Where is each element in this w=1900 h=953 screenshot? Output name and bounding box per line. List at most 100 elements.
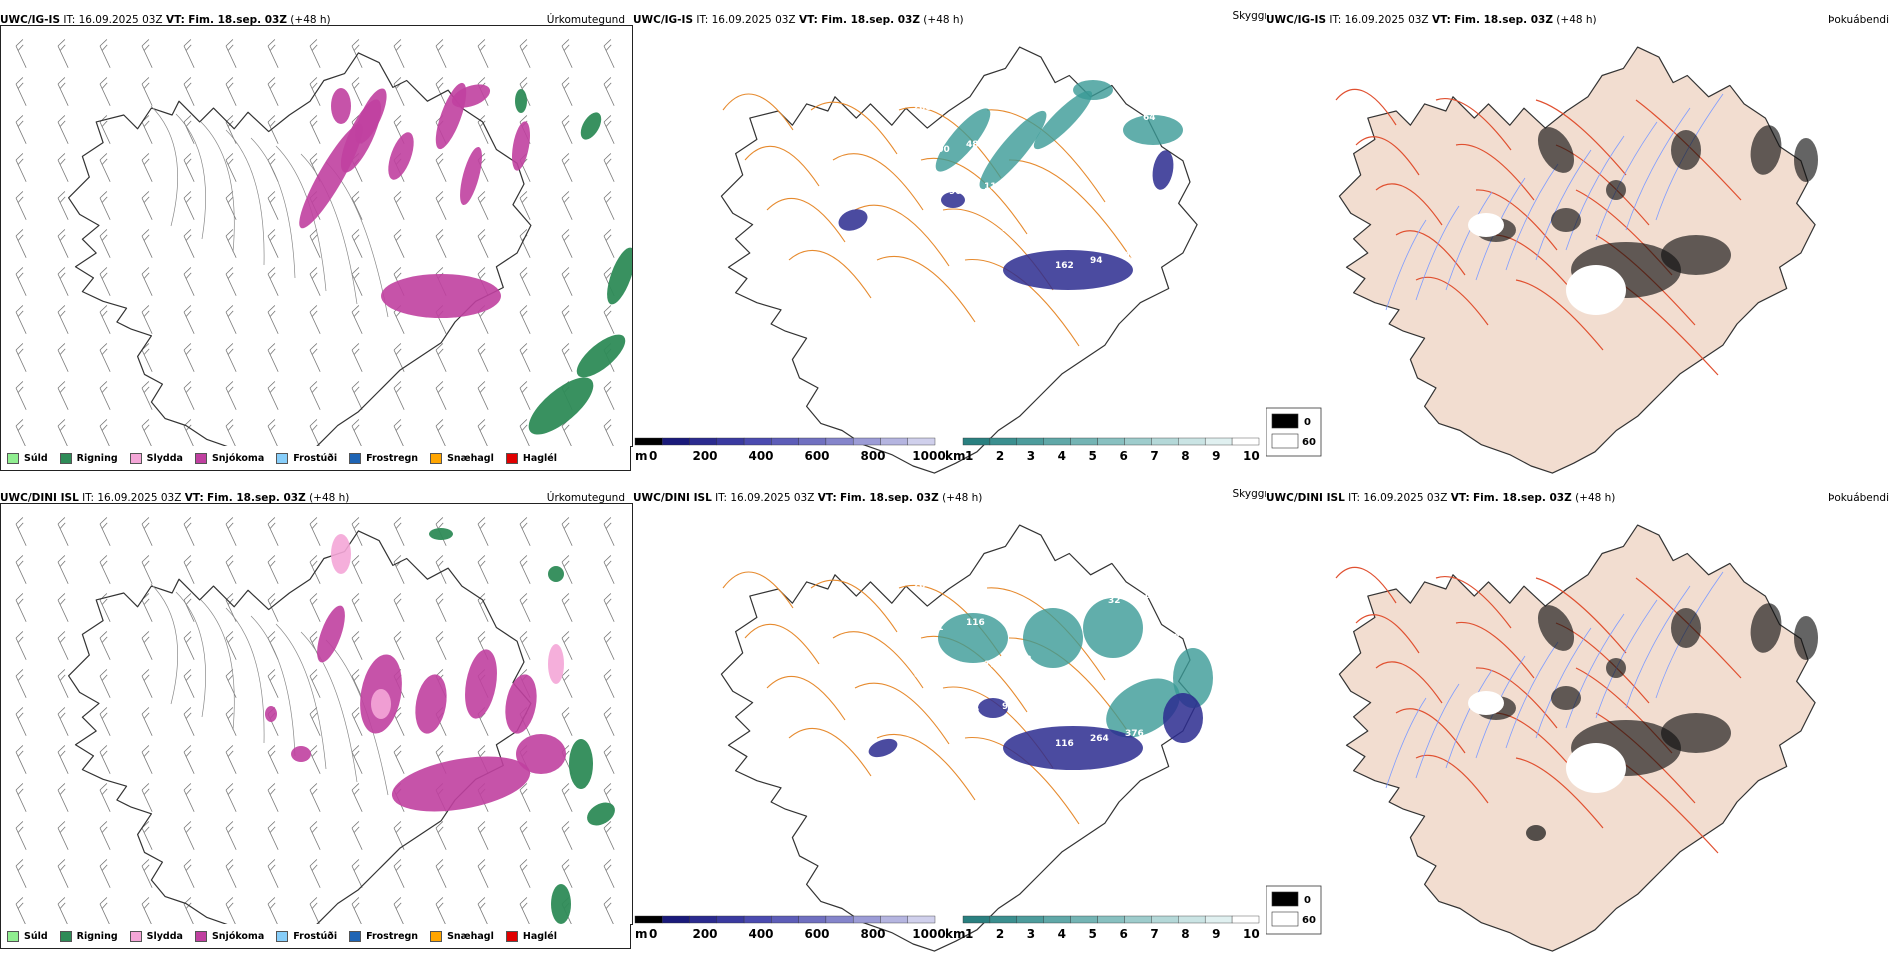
legend-item: Slydda: [129, 930, 183, 942]
it-value: 16.09.2025 03Z: [1363, 492, 1448, 504]
wind-barb: [351, 859, 363, 888]
wind-barb: [561, 669, 573, 698]
wind-barb: [519, 555, 531, 584]
road-line: [1008, 159, 1132, 259]
visibility-bar-tick: 7: [1150, 927, 1158, 941]
cloud-label: 116: [966, 618, 985, 628]
sleet-area: [548, 644, 564, 684]
wind-barb: [57, 419, 69, 446]
wind-barb: [309, 859, 321, 888]
wind-barb: [435, 77, 447, 106]
wind-barb: [561, 783, 573, 812]
wind-barb: [603, 897, 615, 924]
wind-barb: [15, 669, 27, 698]
wind-barb: [141, 191, 153, 220]
wind-barb: [141, 555, 153, 584]
road-line: [766, 675, 846, 721]
clear-area: [1566, 265, 1626, 315]
cloud-label: 264: [1090, 734, 1109, 744]
lead-time: (+48 h): [1556, 14, 1597, 26]
wind-barb: [141, 39, 153, 68]
legend-label: Slydda: [146, 930, 183, 942]
visibility-bar-segment: [1178, 915, 1206, 924]
wind-barb: [15, 555, 27, 584]
height-bar-segment: [689, 437, 718, 446]
cloud-label: 96: [1002, 702, 1015, 712]
wind-barb: [351, 517, 363, 546]
wind-barb: [393, 555, 405, 584]
height-bar-segment: [716, 437, 745, 446]
panel-title: Úrkomutegund: [546, 14, 625, 26]
visibility-bar-unit: km: [945, 449, 965, 463]
wind-barb: [561, 229, 573, 258]
fog-legend-label: 60: [1302, 437, 1316, 448]
wind-barb: [561, 631, 573, 660]
clear-area: [1566, 743, 1626, 793]
wind-barb: [603, 191, 615, 220]
wind-barb: [603, 305, 615, 334]
wind-barb: [351, 191, 363, 220]
rain-area: [548, 566, 564, 582]
cloud-label: 48: [966, 140, 979, 150]
panel-header: UWC/DINI ISL IT: 16.09.2025 03Z VT: Fim.…: [0, 492, 633, 506]
wind-barb: [477, 555, 489, 584]
wind-barb: [141, 859, 153, 888]
wind-barb: [393, 229, 405, 258]
fog-area: [1537, 605, 1575, 651]
wind-barb: [561, 77, 573, 106]
it-value: 16.09.2025 03Z: [1344, 14, 1429, 26]
wind-barb: [225, 39, 237, 68]
wind-barb: [57, 821, 69, 850]
road-line: [300, 631, 358, 783]
legend-item: Súld: [7, 930, 48, 942]
wind-barb: [225, 631, 237, 660]
it-label: IT:: [715, 492, 728, 504]
wind-barb: [309, 77, 321, 106]
wind-barb: [267, 517, 279, 546]
road-line: [1515, 757, 1604, 829]
cloud-label: 655: [1178, 586, 1197, 596]
wind-barb: [99, 153, 111, 182]
it-value: 16.09.2025 03Z: [711, 14, 796, 26]
wind-barb: [435, 821, 447, 850]
legend-item: Frostúði: [276, 930, 337, 942]
river-line: [1595, 121, 1658, 241]
visibility-bar-tick: 2: [996, 449, 1004, 463]
wind-barb: [141, 267, 153, 296]
wind-barb: [99, 39, 111, 68]
visibility-bar-segment: [1016, 437, 1044, 446]
panel-cloud-base-bottom: UWC/DINI ISL IT: 16.09.2025 03Z VT: Fim.…: [633, 488, 1266, 953]
legend-item: Haglél: [505, 452, 557, 464]
wind-barb: [99, 859, 111, 888]
wind-barb: [435, 555, 447, 584]
rain-area: [429, 528, 453, 540]
road-line: [250, 615, 296, 757]
wind-barb: [267, 267, 279, 296]
cloud-label: 107: [1037, 219, 1056, 229]
legend-label: Frostregn: [366, 452, 419, 464]
fog-area: [1526, 825, 1546, 841]
wind-barb: [351, 77, 363, 106]
low-cloud-area: [1003, 726, 1143, 770]
wind-barb: [99, 821, 111, 850]
wind-barb: [561, 191, 573, 220]
model-name: UWC/IG-IS: [633, 14, 694, 26]
legend-item: Slydda: [129, 452, 183, 464]
wind-barb: [351, 229, 363, 258]
iceland-coastline: [68, 530, 532, 924]
wind-barb: [183, 859, 195, 888]
vt-label: VT:: [817, 492, 837, 504]
low-cloud-area: [868, 738, 898, 758]
fog-map: 0 60: [1266, 524, 1818, 952]
visibility-bar-segment: [1016, 915, 1044, 924]
road-line: [722, 571, 794, 609]
wind-barb: [603, 631, 615, 660]
wind-barb: [57, 39, 69, 68]
panel-header: UWC/IG-IS IT: 16.09.2025 03Z VT: Fim. 18…: [0, 14, 633, 28]
visibility-bar-segment: [1204, 915, 1233, 924]
cloud-label: 318: [1161, 633, 1180, 643]
height-bar-segment: [880, 437, 908, 446]
wind-barb: [267, 343, 279, 372]
wind-barb: [309, 229, 321, 258]
wind-barb: [183, 153, 195, 182]
